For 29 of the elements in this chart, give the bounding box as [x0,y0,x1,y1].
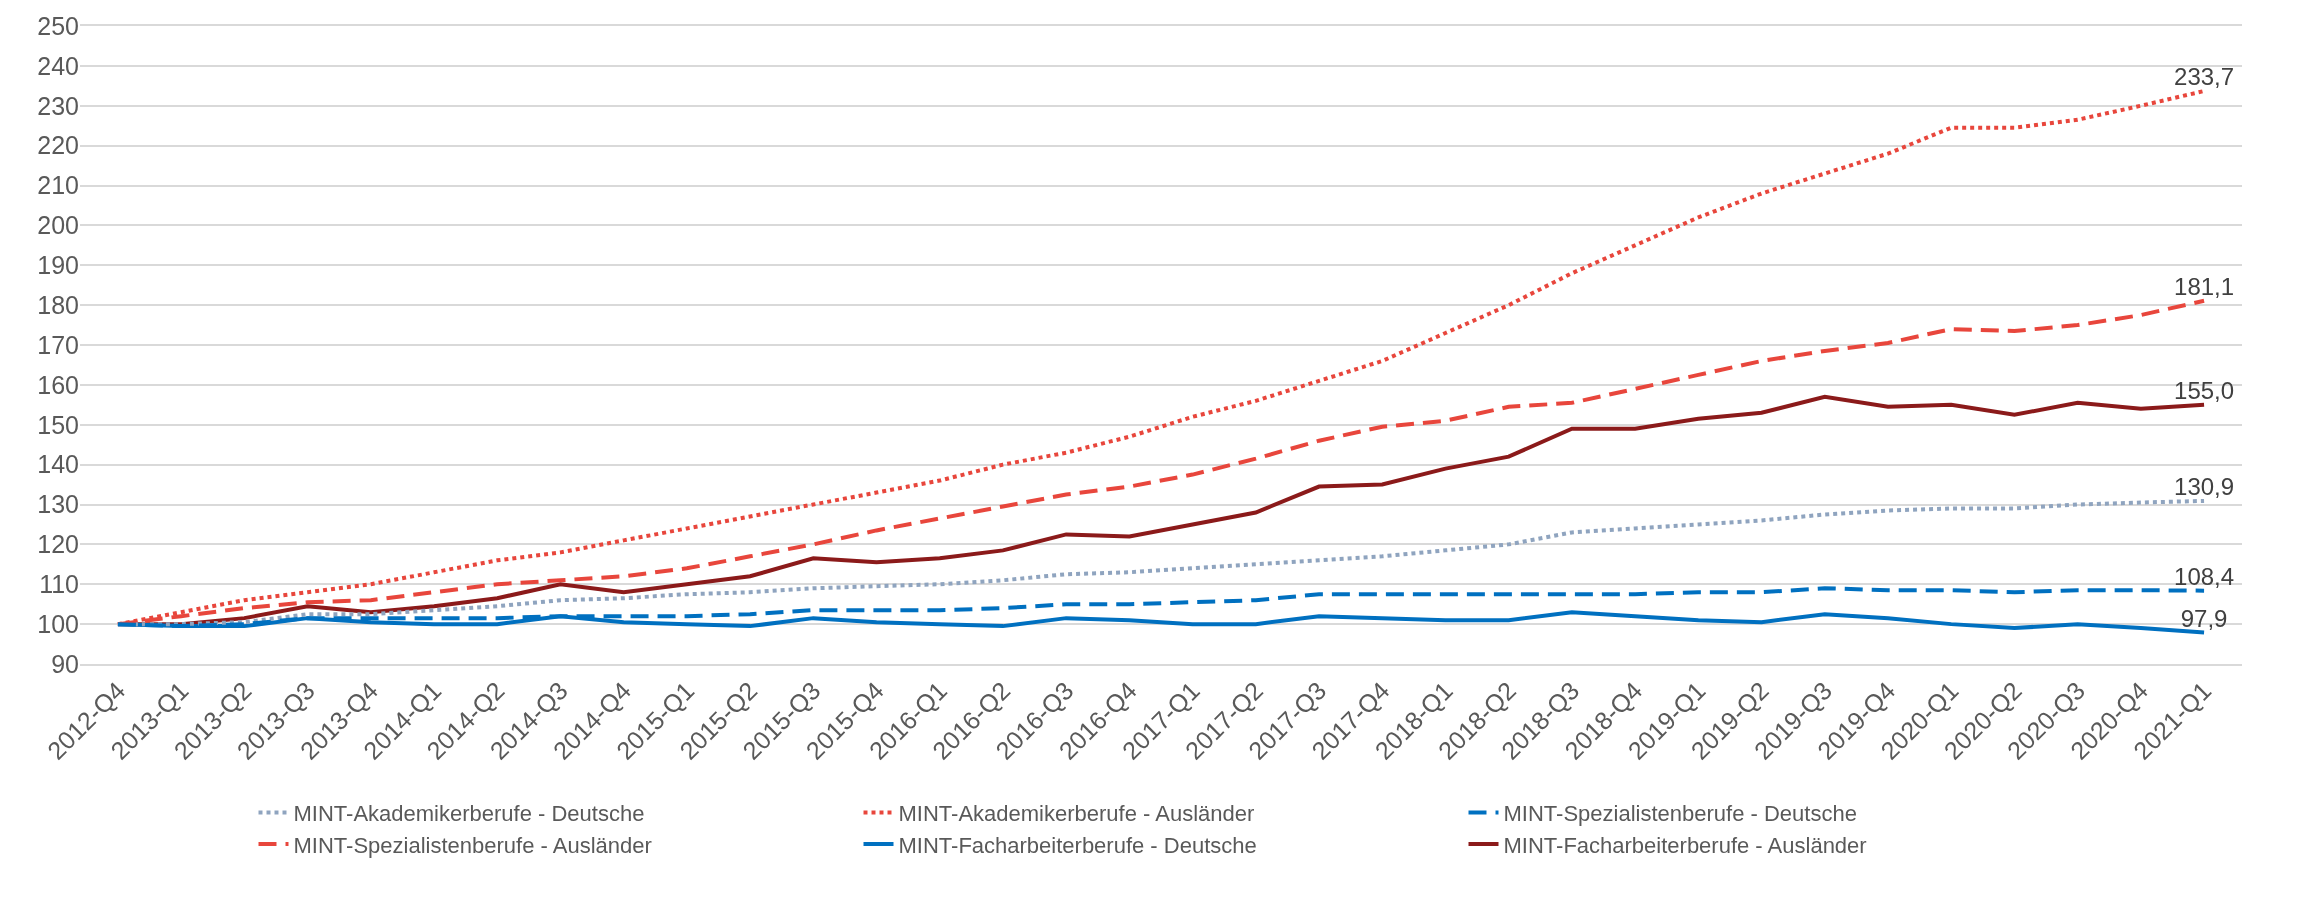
y-tick-label: 200 [37,211,79,240]
y-tick-label: 160 [37,370,79,399]
y-tick-label: 210 [37,171,79,200]
y-tick-label: 140 [37,450,79,479]
y-tick-label: 120 [37,530,79,559]
y-tick-label: 190 [37,251,79,279]
legend-label: MINT-Facharbeiterberufe - Ausländer [1503,832,1867,858]
y-tick-label: 100 [37,609,79,638]
legend-label: MINT-Spezialistenberufe - Deutsche [1503,800,1857,826]
data-label: 181,1 [2174,272,2235,300]
data-label: 233,7 [2174,63,2235,90]
y-tick-label: 180 [37,290,79,319]
y-tick-label: 130 [37,490,79,519]
legend-label: MINT-Akademikerberufe - Deutsche [293,800,645,826]
y-tick-label: 250 [37,11,79,40]
y-tick-label: 230 [37,91,79,120]
y-tick-label: 220 [37,131,79,160]
data-label: 155,0 [2174,376,2235,404]
legend-label: MINT-Spezialistenberufe - Ausländer [293,832,652,858]
y-tick-label: 170 [37,330,79,359]
legend-label: MINT-Akademikerberufe - Ausländer [898,800,1255,826]
y-tick-label: 90 [51,649,79,678]
y-tick-label: 240 [37,51,79,80]
y-tick-label: 150 [37,410,79,439]
data-label: 108,4 [2174,562,2235,590]
legend-label: MINT-Facharbeiterberufe - Deutsche [898,832,1257,858]
data-label: 97,9 [2180,604,2228,632]
data-label: 130,9 [2174,472,2235,500]
y-tick-label: 110 [39,570,79,598]
